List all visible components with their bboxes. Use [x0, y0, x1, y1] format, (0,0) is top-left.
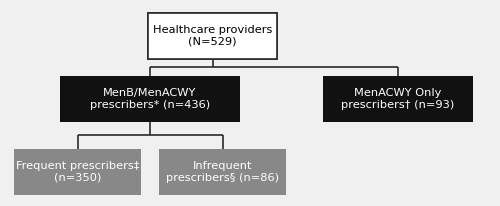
Text: MenB/MenACWY
prescribers* (n=436): MenB/MenACWY prescribers* (n=436) [90, 88, 210, 110]
FancyBboxPatch shape [60, 76, 240, 122]
FancyBboxPatch shape [322, 76, 472, 122]
FancyBboxPatch shape [159, 149, 286, 195]
Text: MenACWY Only
prescribers† (n=93): MenACWY Only prescribers† (n=93) [341, 88, 454, 110]
FancyBboxPatch shape [148, 13, 278, 59]
Text: Healthcare providers
(N=529): Healthcare providers (N=529) [153, 25, 272, 47]
Text: Infrequent
prescribers§ (n=86): Infrequent prescribers§ (n=86) [166, 161, 279, 183]
FancyBboxPatch shape [14, 149, 141, 195]
Text: Healthcare providers
(N=529): Healthcare providers (N=529) [153, 25, 272, 47]
FancyBboxPatch shape [148, 13, 278, 59]
Text: Frequent prescribers‡
(n=350): Frequent prescribers‡ (n=350) [16, 161, 139, 183]
